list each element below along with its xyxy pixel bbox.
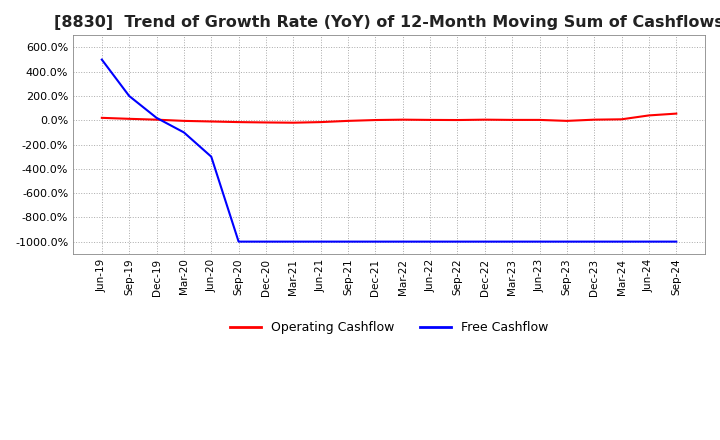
Title: [8830]  Trend of Growth Rate (YoY) of 12-Month Moving Sum of Cashflows: [8830] Trend of Growth Rate (YoY) of 12-…: [54, 15, 720, 30]
Legend: Operating Cashflow, Free Cashflow: Operating Cashflow, Free Cashflow: [225, 316, 553, 339]
